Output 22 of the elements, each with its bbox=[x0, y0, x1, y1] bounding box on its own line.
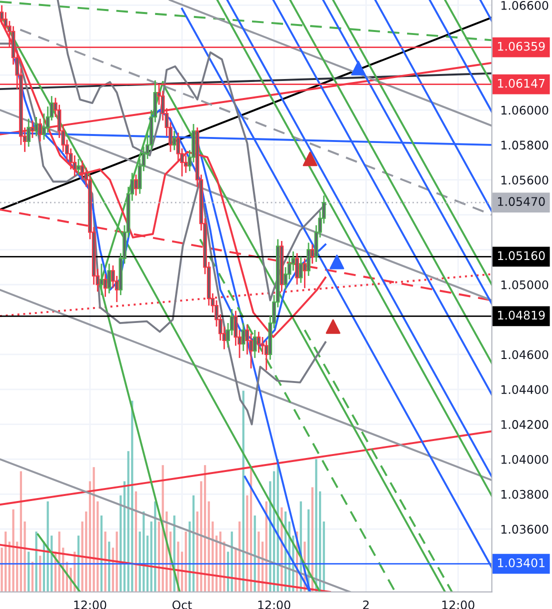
y-tick-label: 1.04600 bbox=[501, 350, 548, 360]
ref-line-label: 1.06147 bbox=[498, 78, 545, 88]
ref-line-label: 1.04819 bbox=[498, 310, 545, 320]
ref-line-label: 1.03401 bbox=[498, 558, 544, 568]
ref-line-label: 1.05470 bbox=[498, 197, 545, 206]
y-tick-label: 1.05800 bbox=[501, 140, 548, 150]
x-tick-label: 12:00 bbox=[442, 600, 474, 609]
y-tick-label: 1.04200 bbox=[501, 420, 548, 429]
x-tick-label: 2 bbox=[363, 600, 369, 609]
x-tick-label: 12:00 bbox=[74, 600, 106, 609]
y-tick-label: 1.05600 bbox=[501, 176, 548, 185]
y-tick-label: 1.04000 bbox=[501, 454, 548, 464]
ref-line-label: 1.05160 bbox=[498, 251, 545, 260]
ref-line-label: 1.06359 bbox=[498, 42, 545, 51]
y-tick-label: 1.03800 bbox=[501, 490, 548, 499]
y-tick-label: 1.06600 bbox=[501, 0, 548, 10]
x-tick-label: Oct bbox=[172, 600, 192, 609]
y-tick-label: 1.03600 bbox=[501, 524, 548, 534]
y-tick-label: 1.06000 bbox=[501, 106, 548, 115]
y-tick-label: 1.05000 bbox=[501, 280, 548, 290]
x-tick-label: 12:00 bbox=[258, 600, 290, 609]
y-tick-label: 1.04400 bbox=[501, 385, 548, 394]
